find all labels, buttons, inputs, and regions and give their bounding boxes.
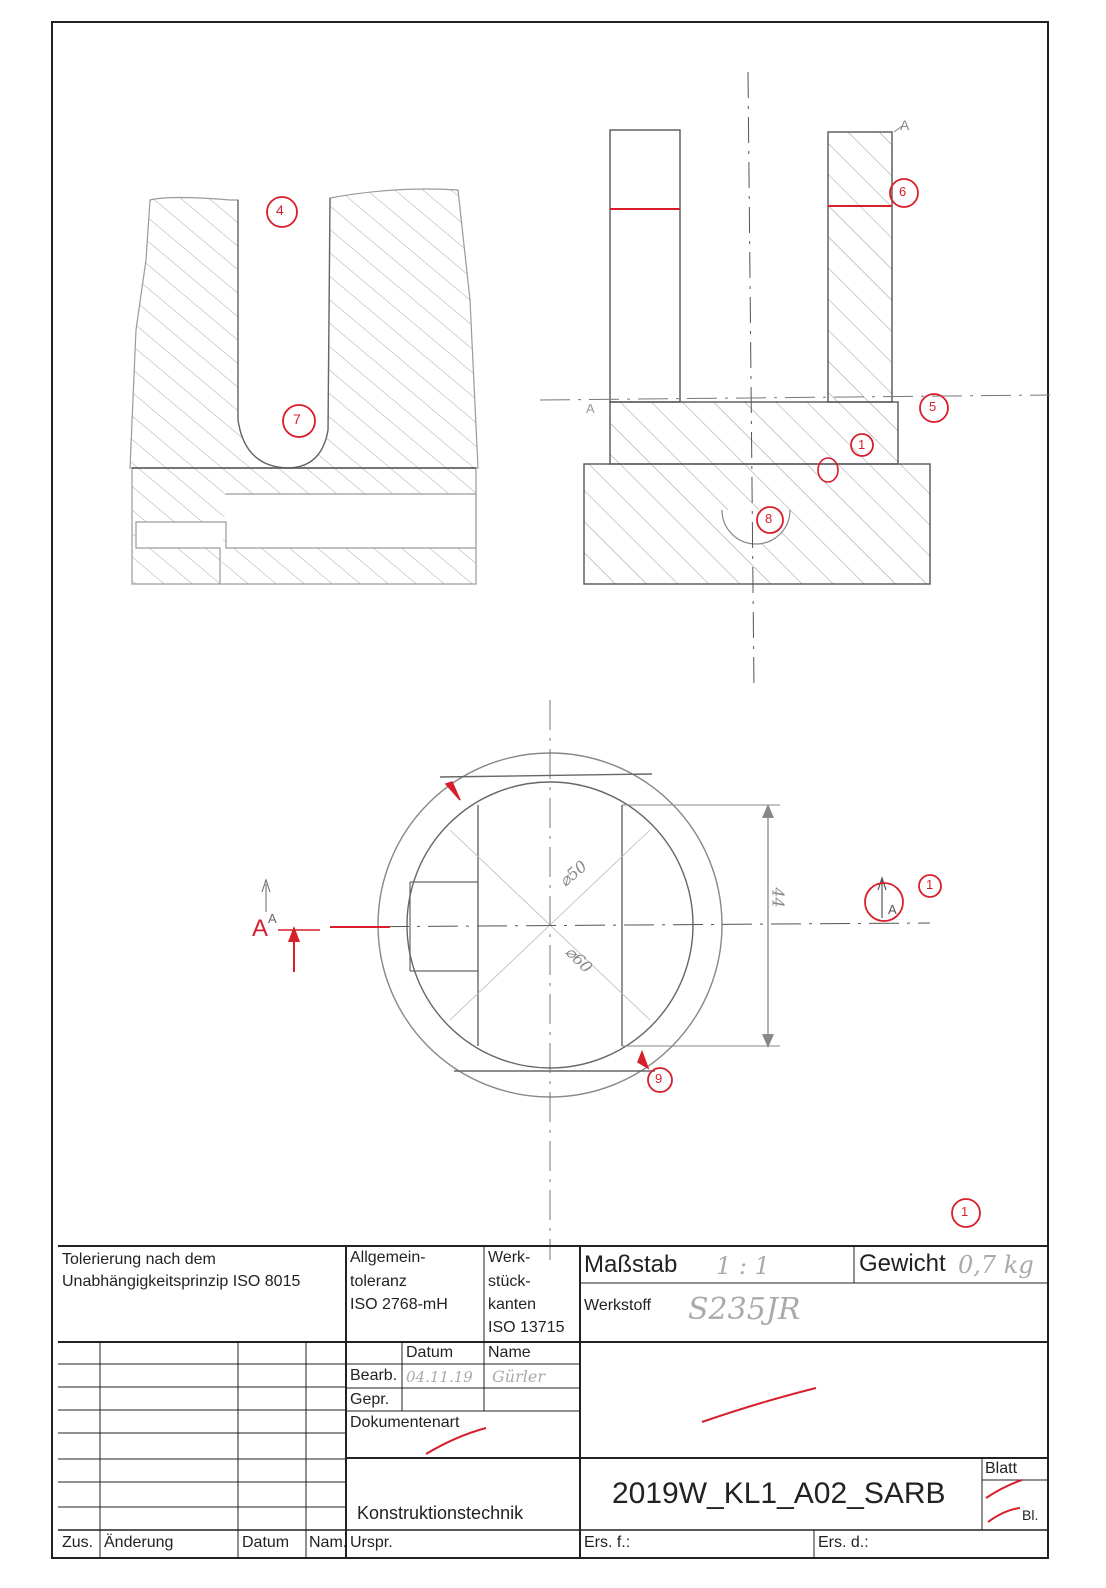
left-wall bbox=[609, 129, 681, 403]
origin-column: Urspr. bbox=[350, 1534, 393, 1551]
document-type-label: Dokumentenart bbox=[350, 1414, 460, 1431]
marker-7: 7 bbox=[293, 411, 301, 427]
left-section-view bbox=[129, 188, 479, 585]
scale-label: Maßstab bbox=[584, 1251, 678, 1278]
right-section-view bbox=[539, 71, 1051, 691]
drawn-by-label: Bearb. bbox=[350, 1367, 398, 1384]
weight-value: 0,7 kg bbox=[958, 1251, 1034, 1279]
workpiece-edges-line-2: stück- bbox=[488, 1273, 531, 1290]
workpiece-edges-line-1: Werk- bbox=[488, 1249, 531, 1266]
bore-circle bbox=[721, 509, 791, 545]
height-44-label: 44 bbox=[768, 887, 788, 908]
right-wall-hatched bbox=[827, 131, 893, 403]
marker-1-section: 1 bbox=[858, 437, 866, 452]
middle-plate bbox=[609, 401, 899, 465]
drawing-frame bbox=[51, 21, 1049, 1559]
replaced-by-label: Ers. d.: bbox=[818, 1534, 869, 1551]
marker-1-sheet: 1 bbox=[961, 1204, 969, 1219]
revision-column: Zus. bbox=[62, 1534, 94, 1551]
red-markers bbox=[266, 178, 981, 1228]
drawn-name: Gürler bbox=[492, 1367, 545, 1386]
left-bore bbox=[135, 493, 477, 584]
workpiece-edges-line-3: kanten bbox=[488, 1296, 537, 1313]
marker-6: 6 bbox=[899, 184, 907, 199]
section-cut-superscript: A bbox=[268, 911, 277, 926]
replacement-for-label: Ers. f.: bbox=[584, 1534, 631, 1551]
top-view bbox=[261, 700, 931, 1260]
department-label: Konstruktionstechnik bbox=[357, 1503, 524, 1523]
marker-5: 5 bbox=[929, 399, 937, 414]
material-label: Werkstoff bbox=[584, 1297, 651, 1314]
date-header: Datum bbox=[406, 1344, 454, 1361]
top-view-center-line-h bbox=[329, 922, 931, 928]
checked-by-label: Gepr. bbox=[350, 1391, 390, 1408]
view-direction-label-detail: A bbox=[586, 401, 595, 416]
name-column: Nam. bbox=[309, 1534, 348, 1551]
date-column: Datum bbox=[242, 1534, 290, 1551]
material-value: S235JR bbox=[688, 1292, 801, 1327]
marker-1-view: 1 bbox=[926, 877, 934, 892]
tolerancing-line-2: Unabhängigkeitsprinzip ISO 8015 bbox=[62, 1273, 301, 1290]
marker-8: 8 bbox=[765, 511, 773, 526]
title-block-red-strokes bbox=[425, 1387, 1023, 1523]
view-direction-label-top: A bbox=[888, 902, 897, 917]
marker-4: 4 bbox=[276, 202, 284, 218]
scale-value: 1 : 1 bbox=[716, 1252, 770, 1280]
name-header: Name bbox=[488, 1344, 531, 1361]
vertical-center-line bbox=[747, 71, 755, 691]
title-block bbox=[58, 1245, 1048, 1558]
weight-label: Gewicht bbox=[859, 1250, 946, 1277]
sheet-label: Blatt bbox=[985, 1460, 1018, 1477]
drawn-date: 04.11.19 bbox=[406, 1368, 473, 1386]
section-cut-label: A bbox=[252, 915, 269, 942]
marker-9: 9 bbox=[655, 1071, 663, 1086]
workpiece-edges-line-4: ISO 13715 bbox=[488, 1319, 565, 1336]
horizontal-center-line bbox=[539, 394, 1051, 401]
general-tolerance-line-1: Allgemein- bbox=[350, 1249, 426, 1266]
view-direction-label-front: A bbox=[900, 117, 910, 133]
drawing-number: 2019W_KL1_A02_SARB bbox=[612, 1477, 946, 1510]
change-column: Änderung bbox=[104, 1534, 174, 1551]
sheets-label: Bl. bbox=[1022, 1507, 1039, 1523]
general-tolerance-line-2: toleranz bbox=[350, 1273, 407, 1290]
tolerancing-line-1: Tolerierung nach dem bbox=[62, 1251, 216, 1268]
general-tolerance-line-3: ISO 2768-mH bbox=[350, 1296, 448, 1313]
